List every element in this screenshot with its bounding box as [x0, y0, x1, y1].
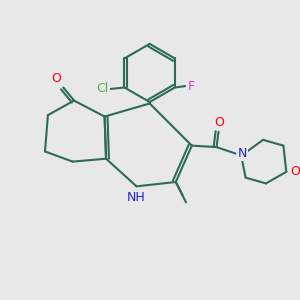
- Text: O: O: [290, 165, 300, 178]
- Text: N: N: [238, 147, 247, 160]
- Text: O: O: [214, 116, 224, 129]
- Text: O: O: [52, 72, 61, 85]
- Text: NH: NH: [127, 191, 146, 205]
- Text: F: F: [187, 80, 194, 92]
- Text: Cl: Cl: [97, 82, 109, 95]
